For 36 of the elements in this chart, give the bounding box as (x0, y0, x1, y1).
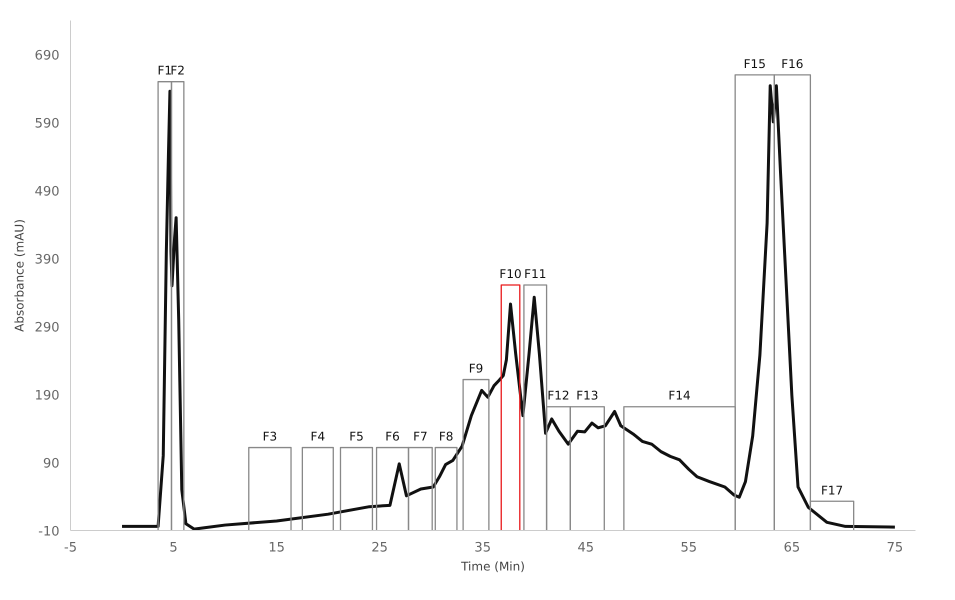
x-tick-label: 75 (886, 540, 904, 556)
y-tick-label: 490 (34, 184, 60, 200)
y-tick-label: 90 (42, 456, 60, 472)
series-label: F12 (547, 388, 570, 403)
y-tick-label: 390 (34, 252, 60, 268)
x-tick-label: 35 (474, 540, 491, 556)
series-label: F6 (385, 430, 400, 444)
y-tick-label: 290 (34, 320, 60, 336)
series-label: F1 (158, 64, 172, 78)
y-tick-label: 190 (34, 388, 60, 404)
y-tick-label: 690 (34, 48, 60, 64)
series-label: F13 (576, 388, 598, 403)
series-label: F4 (310, 430, 326, 444)
series-label: F7 (413, 430, 428, 444)
x-tick-label: 15 (268, 540, 285, 556)
series-label: F5 (349, 430, 364, 444)
series-label: F3 (262, 430, 278, 444)
x-tick-label: -5 (64, 540, 77, 556)
series-label: F10 (499, 267, 522, 282)
y-tick-label: -10 (38, 524, 60, 540)
x-tick-label: 25 (371, 540, 388, 556)
x-tick-label: 55 (680, 540, 698, 556)
x-tick-label: 65 (784, 540, 800, 556)
series-label: F15 (744, 56, 766, 71)
y-tick-label: 590 (34, 116, 60, 132)
y-axis-title: Absorbance (mAU) (12, 219, 27, 332)
x-tick-label: 5 (169, 540, 178, 556)
series-label: F14 (668, 388, 691, 403)
x-axis-title: Time (Min) (460, 560, 525, 574)
series-label: F11 (524, 267, 546, 282)
series-label: F8 (438, 430, 454, 444)
x-tick-label: 45 (577, 540, 594, 556)
series-label: F9 (468, 362, 484, 376)
series-label: F16 (781, 56, 804, 71)
series-label: F17 (820, 483, 844, 498)
series-label: F2 (170, 64, 185, 78)
